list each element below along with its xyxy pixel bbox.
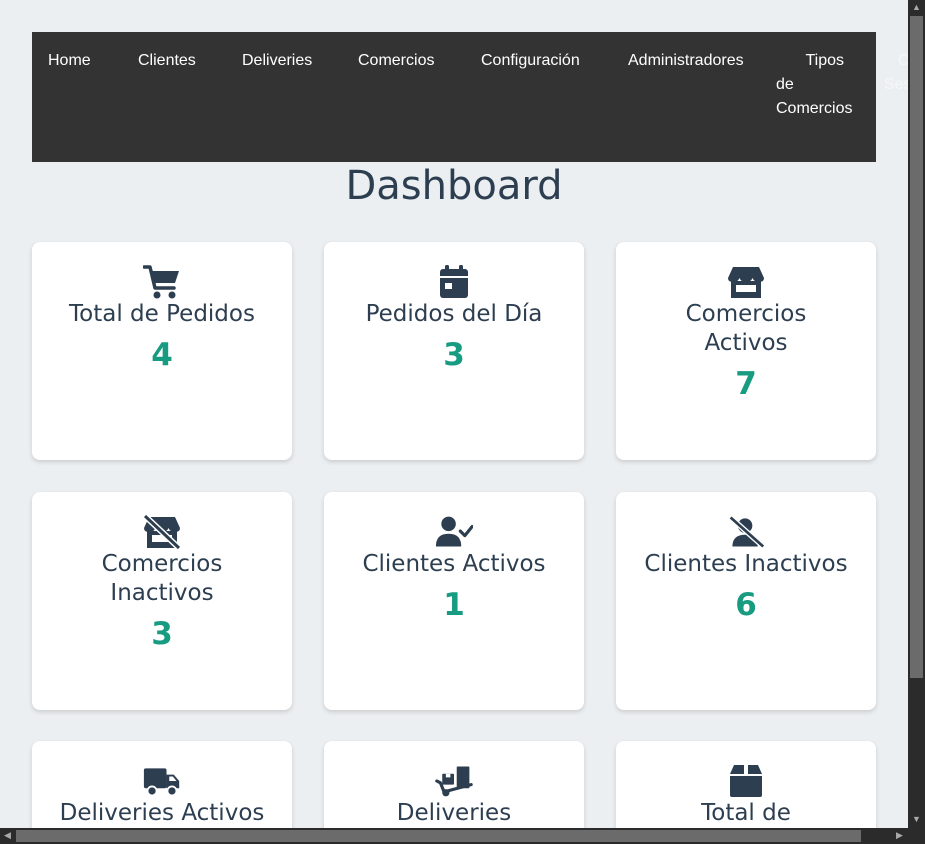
- scroll-up-arrow-icon[interactable]: ▲: [912, 2, 921, 12]
- card-label: Clientes Activos: [362, 551, 546, 577]
- user-slash-icon: [728, 515, 765, 549]
- nav-cerrar-sesion[interactable]: C Ses: [884, 49, 908, 97]
- horizontal-scrollbar[interactable]: ◀ ▶: [0, 828, 908, 844]
- card-total-pedidos[interactable]: Total de Pedidos 4: [32, 242, 292, 460]
- calendar-icon: [440, 265, 468, 298]
- card-value: 4: [151, 337, 173, 373]
- card-deliveries-activos[interactable]: Deliveries Activos: [32, 741, 292, 828]
- card-value: 1: [443, 587, 465, 623]
- shopping-cart-icon: [143, 265, 179, 299]
- user-check-icon: [435, 516, 473, 547]
- page-viewport: Home Clientes Deliveries Comercios Confi…: [32, 32, 908, 828]
- card-label: Deliveries Activos: [59, 800, 265, 826]
- card-comercios-activos[interactable]: Comercios Activos 7: [616, 242, 876, 460]
- nav-cut-line-1: C: [898, 52, 908, 69]
- page-title: Dashboard: [345, 163, 563, 209]
- card-label: Deliveries: [396, 800, 512, 826]
- card-label: Comercios Inactivos: [101, 551, 223, 606]
- vertical-scrollbar[interactable]: ▲ ▼: [908, 0, 925, 828]
- nav-configuracion[interactable]: Configuración: [481, 52, 580, 69]
- vertical-scroll-thumb[interactable]: [910, 16, 923, 678]
- nav-clientes[interactable]: Clientes: [138, 52, 196, 69]
- card-value: 6: [735, 587, 757, 623]
- nav-overflow-area: C Ses: [876, 32, 908, 162]
- nav-deliveries[interactable]: Deliveries: [242, 52, 313, 69]
- card-clientes-activos[interactable]: Clientes Activos 1: [324, 492, 584, 710]
- card-label: Total de Pedidos: [69, 301, 255, 327]
- nav-tipos-line-1: Tipos: [805, 52, 844, 69]
- scroll-right-arrow-icon[interactable]: ▶: [896, 830, 903, 840]
- card-label: Total de: [701, 800, 791, 826]
- card-pedidos-del-dia[interactable]: Pedidos del Día 3: [324, 242, 584, 460]
- card-label: Pedidos del Día: [365, 301, 543, 327]
- scrollbar-corner: [908, 828, 925, 844]
- scroll-down-arrow-icon[interactable]: ▼: [912, 814, 921, 824]
- top-navbar: Home Clientes Deliveries Comercios Confi…: [32, 32, 876, 162]
- card-deliveries[interactable]: Deliveries: [324, 741, 584, 828]
- card-label: Comercios Activos: [685, 301, 807, 356]
- nav-cut-line-2: Ses: [884, 76, 908, 93]
- card-label: Clientes Inactivos: [644, 551, 848, 577]
- store-slash-icon: [143, 514, 181, 550]
- card-total-de[interactable]: Total de: [616, 741, 876, 828]
- store-icon: [728, 267, 764, 298]
- card-value: 7: [735, 366, 757, 402]
- horizontal-scroll-thumb[interactable]: [16, 830, 861, 842]
- card-comercios-inactivos[interactable]: Comercios Inactivos 3: [32, 492, 292, 710]
- scroll-left-arrow-icon[interactable]: ◀: [4, 830, 11, 840]
- nav-tipos-line-3: Comercios: [776, 100, 853, 117]
- card-value: 3: [151, 616, 173, 652]
- box-icon: [730, 765, 762, 797]
- nav-administradores[interactable]: Administradores: [628, 52, 744, 69]
- card-clientes-inactivos[interactable]: Clientes Inactivos 6: [616, 492, 876, 710]
- nav-comercios[interactable]: Comercios: [358, 52, 435, 69]
- nav-tipos-line-2: de: [776, 76, 794, 93]
- dolly-icon: [435, 766, 473, 797]
- card-value: 3: [443, 337, 465, 373]
- nav-tipos-de-comercios[interactable]: Tipos de Comercios: [776, 49, 852, 121]
- nav-home[interactable]: Home: [48, 52, 91, 69]
- truck-icon: [143, 768, 180, 797]
